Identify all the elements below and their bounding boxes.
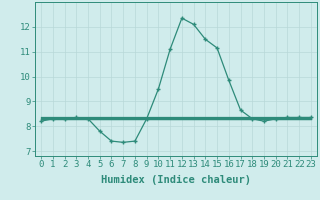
X-axis label: Humidex (Indice chaleur): Humidex (Indice chaleur) — [101, 175, 251, 185]
